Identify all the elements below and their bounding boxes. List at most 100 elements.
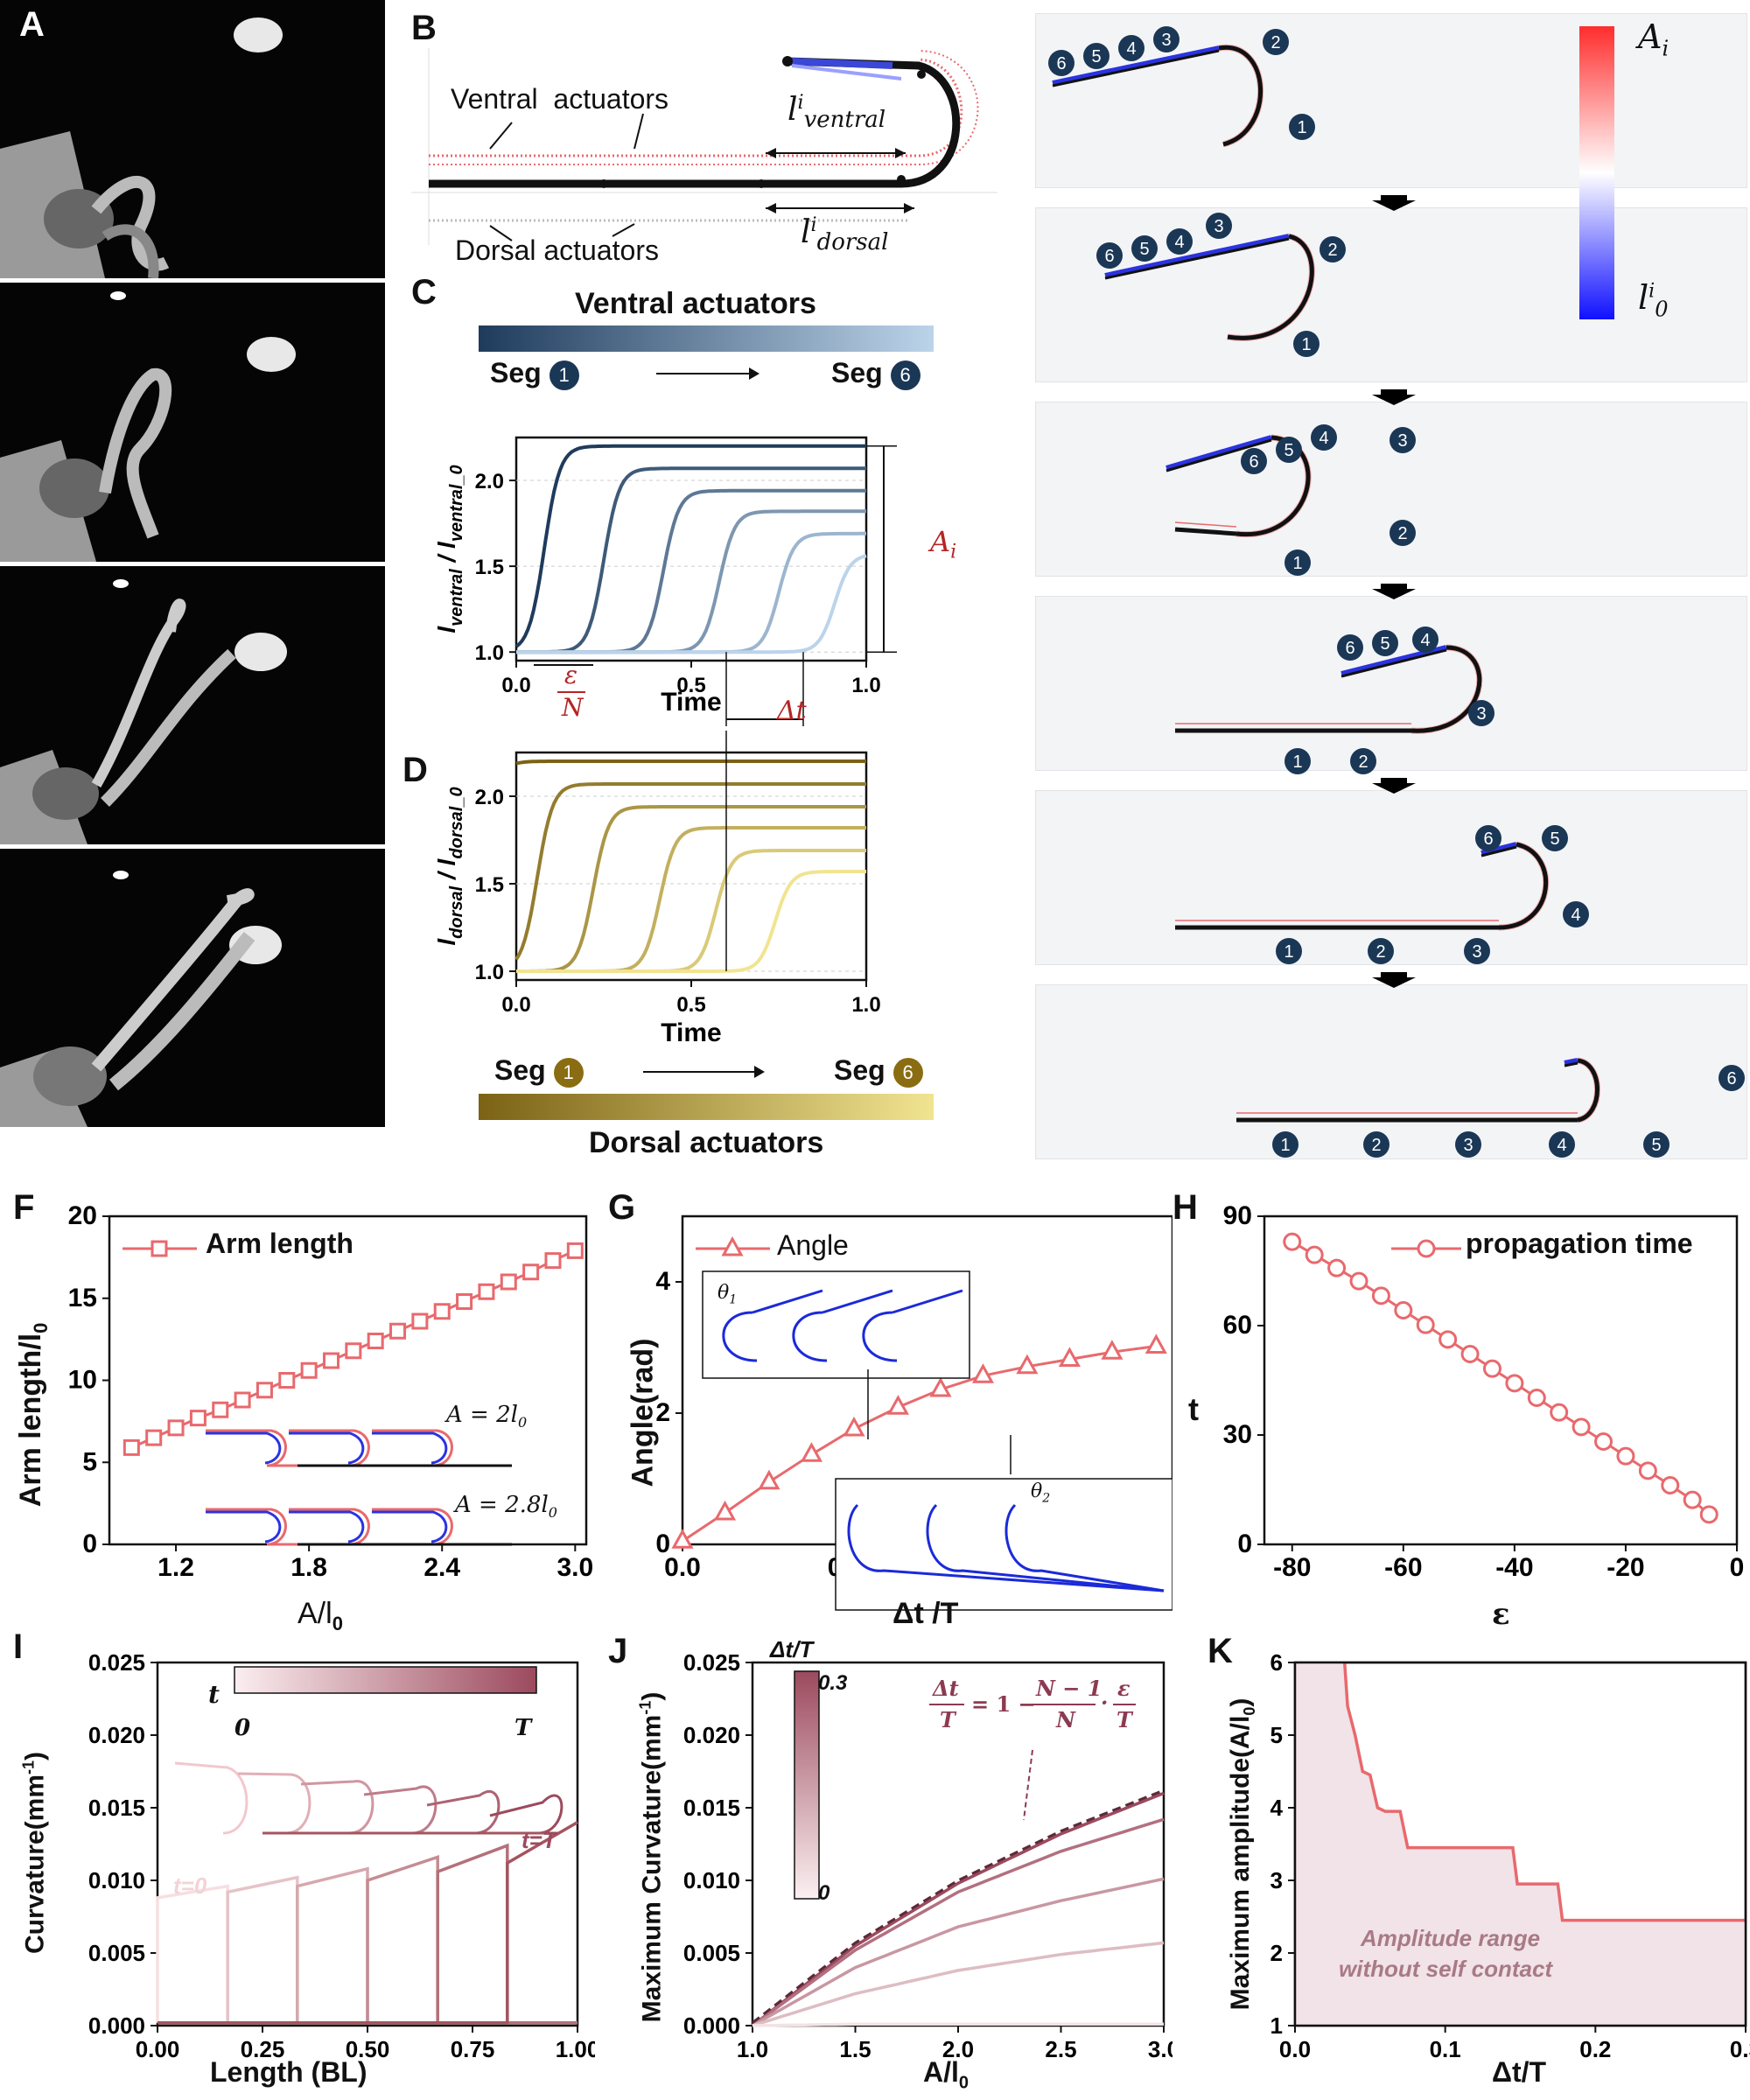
panel-g-chart: 0.00.10.20.3024 — [655, 1214, 1172, 1611]
segment-badge — [1468, 700, 1494, 726]
l-ventral-label: liventral — [788, 92, 886, 133]
segment-badge-label: 6 — [1056, 54, 1066, 74]
y-tick-label: 0.025 — [88, 1649, 145, 1676]
y-tick-label: 2 — [1270, 1940, 1283, 1966]
segment-badge — [1563, 901, 1589, 928]
y-tick-label: 2.0 — [475, 470, 504, 494]
panel-k-xlabel: Δt/T — [1492, 2056, 1547, 2088]
x-tick-label: 0 — [1730, 1553, 1745, 1582]
panel-e-colorbar-top: Ai — [1638, 18, 1669, 61]
sim-frame-3 — [1035, 402, 1747, 577]
inset-arm-6 — [489, 1794, 564, 1835]
panel-k-annotation-2: without self contact — [1339, 1956, 1553, 1982]
y-tick-label: 1.5 — [475, 873, 504, 897]
arm-length-marker — [456, 1293, 473, 1310]
angle-marker — [971, 1363, 995, 1383]
segment-badge — [1368, 938, 1394, 964]
legend-marker — [721, 1236, 744, 1256]
x-tick-label: 1.2 — [158, 1553, 194, 1582]
panel-f-inset-2-label: A = 2.8l0 — [455, 1492, 557, 1521]
formula-pointer — [1023, 1749, 1033, 1821]
panel-c-seg-end: Seg 6 — [831, 357, 920, 390]
panel-j-cbar-max: 0.3 — [818, 1671, 848, 1695]
segment-badge-label: 5 — [1380, 634, 1390, 654]
segment-badge-label: 2 — [1270, 33, 1280, 52]
arm-length-marker — [345, 1342, 362, 1360]
l-dorsal-base: l — [801, 214, 811, 250]
panel-g-ylabel: Angle(rad) — [626, 1338, 660, 1488]
y-tick-label: 0.000 — [88, 2012, 145, 2039]
panel-c-dt-label: Δt — [777, 696, 807, 726]
arm-length-marker — [300, 1362, 318, 1379]
angle-marker — [671, 1529, 694, 1549]
inset-dorsal — [206, 1510, 282, 1544]
sim-arm-straight — [1174, 527, 1237, 536]
panel-d-ylabel: ldorsal / ldorsal_0 — [433, 787, 466, 945]
y-tick-label: 0.025 — [683, 1649, 740, 1676]
y-tick-label: 0 — [655, 1530, 670, 1558]
ventral-series-3 — [516, 488, 866, 654]
dorsal-series-2 — [514, 782, 866, 961]
propagation-marker — [1616, 1446, 1635, 1466]
panel-c-seg-end-badge: 6 — [890, 360, 920, 390]
octopus-photo-2-art — [0, 291, 296, 562]
x-tick-label: 1.8 — [290, 1553, 327, 1582]
panel-letter-g: G — [608, 1188, 636, 1227]
panel-j-xlabel-sub: 0 — [958, 2073, 970, 2093]
inset-arm-3 — [300, 1780, 374, 1835]
inset-dorsal — [289, 1432, 365, 1465]
sim-arm-dorsal — [1564, 1058, 1578, 1066]
panel-g-theta2-sub: 2 — [1042, 1491, 1051, 1506]
ventral-gradient-bar — [479, 326, 934, 352]
arm-length-marker — [189, 1410, 206, 1427]
sim-arm-dorsal — [1480, 842, 1517, 856]
angle-marker — [843, 1416, 865, 1437]
y-tick-label: 0.020 — [88, 1722, 145, 1748]
y-tick-label: 6 — [1270, 1649, 1283, 1676]
x-tick-label: -20 — [1606, 1553, 1644, 1582]
max-curvature-series-2 — [751, 1817, 1165, 2027]
panel-f-xlabel-sub: 0 — [332, 1612, 343, 1634]
segment-badge — [1284, 748, 1311, 774]
down-arrow — [1372, 584, 1416, 599]
panel-g-theta1: θ1 — [718, 1282, 737, 1306]
l-ventral-sub: ventral — [803, 107, 886, 134]
segment-badge-label: 1 — [1292, 554, 1302, 573]
inset-ventral — [206, 1429, 289, 1467]
sim-arm-ventral-glow — [1227, 233, 1315, 341]
panel-d-arrow — [643, 1071, 757, 1073]
dorsal-series-1 — [515, 760, 866, 766]
segment-badge-label: 1 — [1301, 335, 1311, 354]
segment-badge-label: 4 — [1420, 631, 1430, 650]
inset-arm-4 — [363, 1785, 438, 1835]
arm-length-marker — [500, 1273, 517, 1291]
y-tick-label: 15 — [68, 1284, 97, 1312]
inset-arm-1 — [174, 1761, 248, 1835]
panel-k-ylabel-text: Maximum amplitude(A/l — [1226, 1715, 1255, 2011]
y-tick-label: 0.010 — [88, 1867, 145, 1894]
segment-badge — [1166, 228, 1193, 255]
y-tick-label: 2 — [655, 1398, 670, 1427]
segment-badge-label: 4 — [1557, 1136, 1566, 1155]
segment-badge-label: 5 — [1139, 240, 1149, 259]
segment-badge-label: 1 — [1280, 1136, 1290, 1155]
segment-badge-label: 3 — [1397, 431, 1407, 451]
y-tick-label: 0.020 — [683, 1722, 740, 1748]
octopus-photo-4-art — [0, 871, 282, 1127]
propagation-marker — [1283, 1232, 1302, 1251]
x-tick-label: 0.1 — [1430, 2036, 1461, 2062]
formula-mid: = 1 − — [971, 1691, 1036, 1717]
inset-bottom-arm — [1004, 1503, 1165, 1592]
segment-badge — [1284, 550, 1311, 576]
inset-ventral — [289, 1508, 453, 1546]
dorsal-series-3 — [516, 805, 866, 973]
ventral-series-6 — [516, 554, 867, 654]
segment-badge — [1320, 236, 1346, 262]
sim-arm-curve — [1577, 1058, 1600, 1123]
x-tick-label: 1.0 — [851, 674, 880, 697]
panel-j-ylabel-sup: -1 — [636, 1700, 654, 1715]
arm-length-marker — [322, 1352, 340, 1369]
inset-dorsal — [372, 1432, 448, 1465]
l-dorsal-label: lidorsal — [801, 214, 888, 256]
segment-badge-label: 4 — [1126, 39, 1136, 59]
